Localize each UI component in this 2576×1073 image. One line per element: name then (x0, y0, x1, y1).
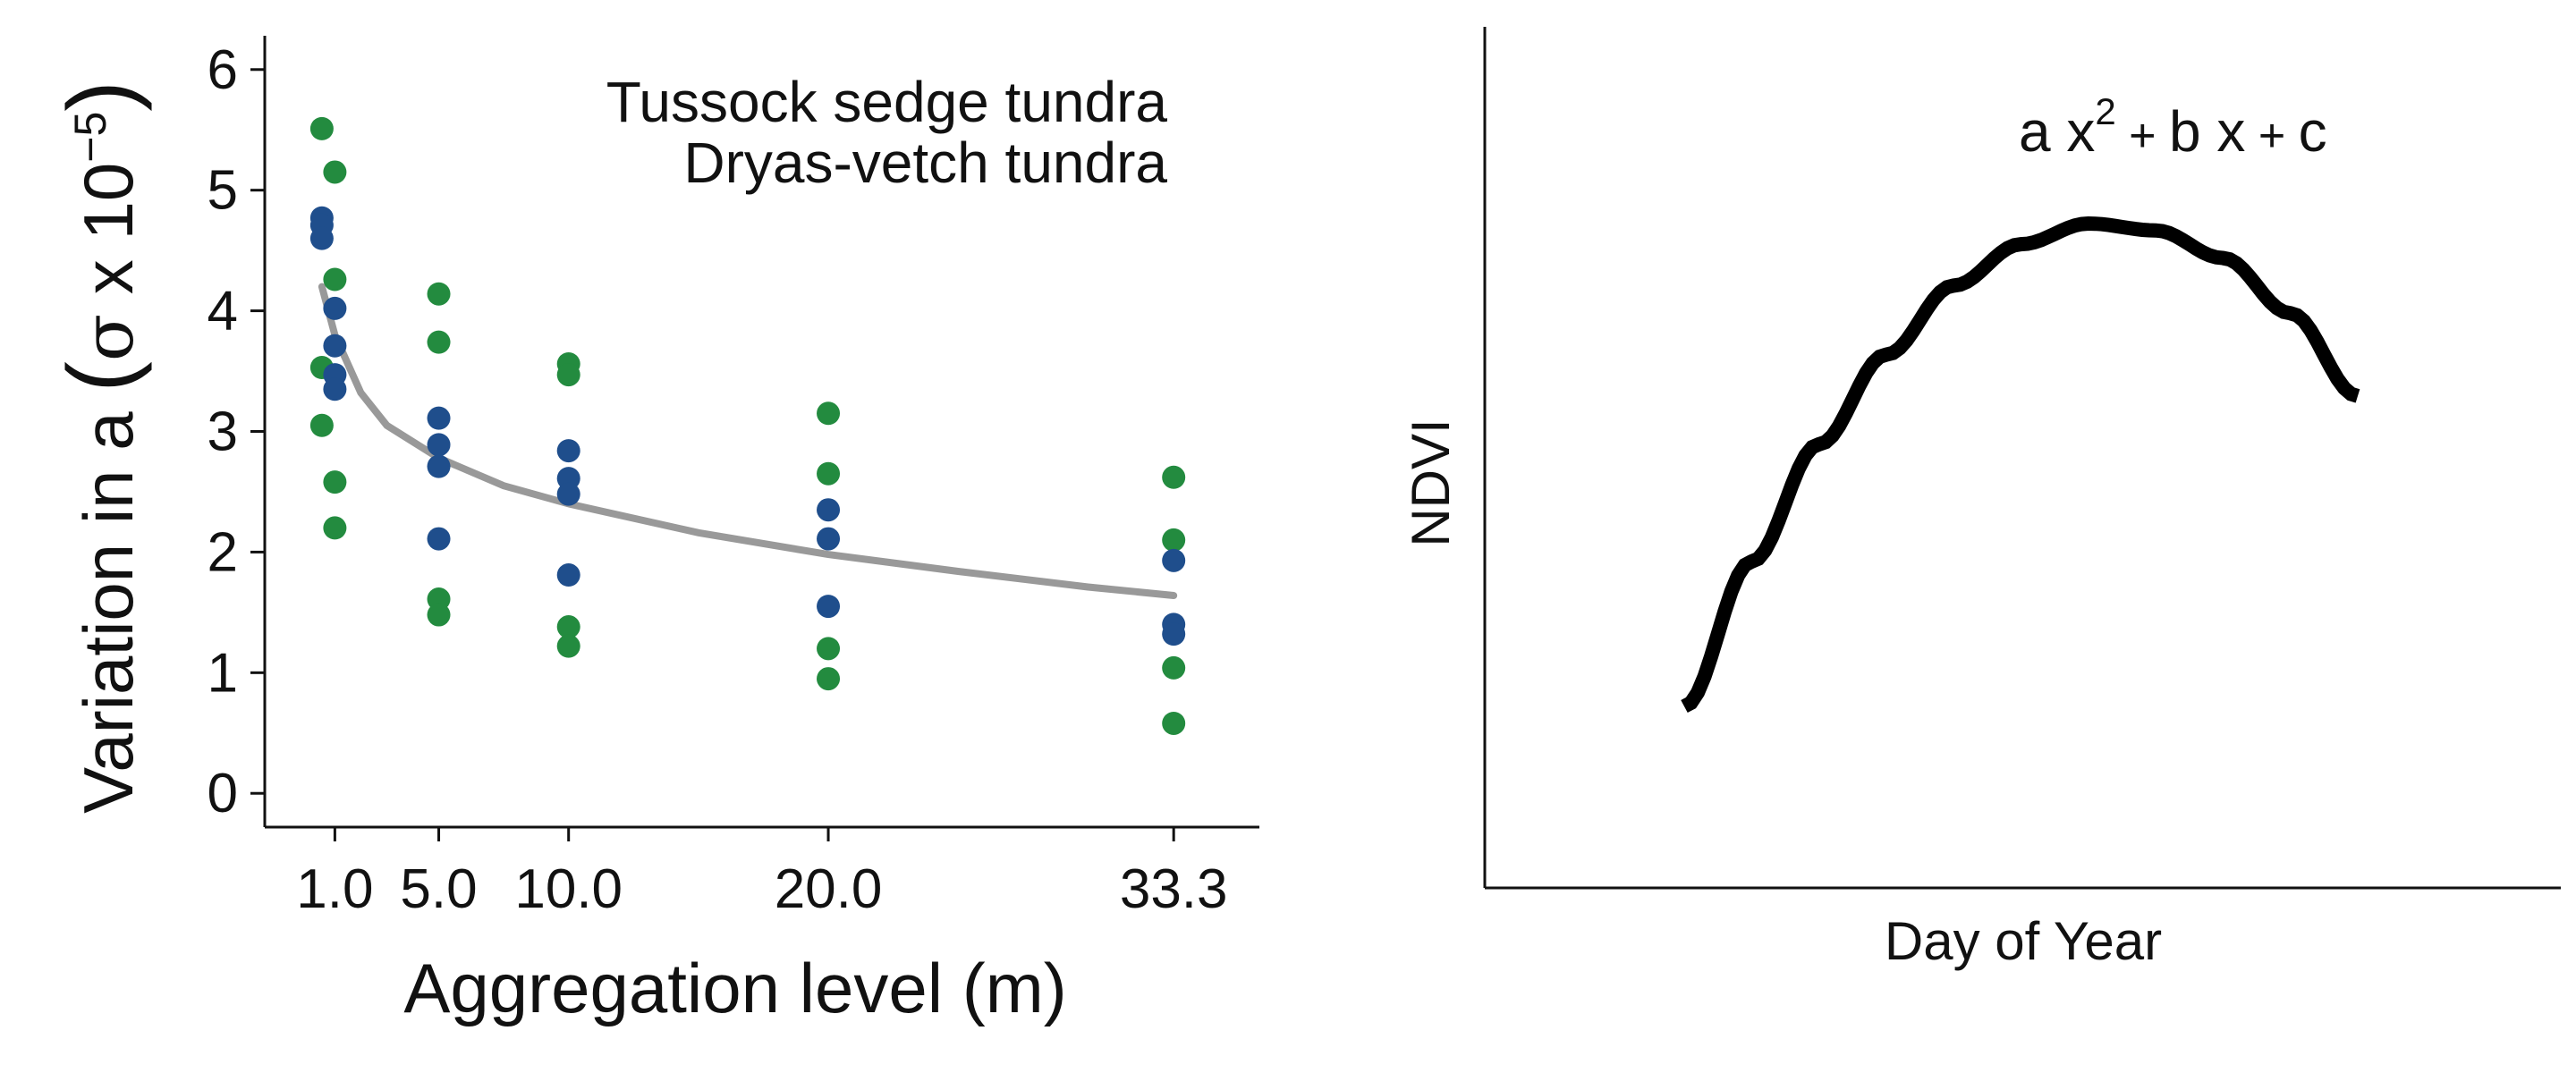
scatter-point (817, 595, 841, 619)
scatter-point (556, 363, 580, 387)
scatter-y-ticks: 0 1 2 3 4 5 6 (208, 39, 265, 824)
ndvi-panel: Day of Year NDVI a x2 + b x + c (1401, 27, 2561, 971)
x-tick-label: 10.0 (514, 858, 623, 920)
scatter-point (1162, 711, 1186, 735)
equation-annotation: a x2 + b x + c (2019, 90, 2327, 164)
y-tick-label: 2 (208, 521, 238, 583)
scatter-x-axis-label: Aggregation level (m) (403, 949, 1066, 1027)
scatter-point (309, 226, 334, 250)
scatter-point (556, 634, 580, 658)
scatter-point (323, 267, 347, 291)
scatter-point (556, 482, 580, 506)
scatter-point (309, 413, 334, 437)
scatter-point (323, 377, 347, 401)
scatter-point (323, 160, 347, 184)
scatter-point (556, 615, 580, 639)
scatter-point (427, 282, 451, 306)
scatter-point (427, 527, 451, 551)
scatter-panel: 0 1 2 3 4 5 6 1.0 5.0 10.0 20.0 33.3 Tussock sedge… (49, 36, 1259, 1027)
scatter-points (309, 116, 1186, 735)
scatter-point (323, 516, 347, 540)
scatter-point (1162, 465, 1186, 489)
fit-curve (318, 283, 1178, 599)
scatter-point (309, 116, 334, 140)
scatter-point (427, 406, 451, 430)
scatter-point (817, 498, 841, 522)
y-tick-label: 0 (208, 763, 238, 824)
scatter-point (427, 603, 451, 627)
y-tick-label: 3 (208, 401, 238, 463)
legend-tussock: Tussock sedge tundra (606, 70, 1168, 134)
scatter-point (556, 563, 580, 587)
scatter-point (1162, 528, 1186, 552)
ndvi-curve (1681, 215, 2360, 714)
scatter-point (817, 637, 841, 661)
scatter-point (817, 401, 841, 426)
scatter-y-axis-label: Variation in a (σ x 10−5) (49, 80, 153, 814)
x-tick-label: 33.3 (1120, 858, 1228, 920)
x-tick-label: 1.0 (296, 858, 373, 920)
scatter-point (323, 334, 347, 358)
scatter-point (427, 433, 451, 457)
scatter-point (817, 667, 841, 691)
scatter-point (427, 454, 451, 478)
scatter-point (556, 439, 580, 463)
y-tick-label: 6 (208, 39, 238, 101)
scatter-point (1162, 655, 1186, 680)
scatter-point (427, 330, 451, 354)
y-tick-label: 1 (208, 642, 238, 704)
y-tick-label: 5 (208, 160, 238, 222)
legend-dryas: Dryas-vetch tundra (683, 131, 1167, 195)
y-tick-label: 4 (208, 281, 238, 342)
scatter-point (323, 470, 347, 494)
scatter-point (1162, 548, 1186, 572)
x-tick-label: 20.0 (775, 858, 883, 920)
scatter-point (817, 461, 841, 486)
ndvi-y-axis-label: NDVI (1401, 418, 1461, 546)
scatter-point (1162, 622, 1186, 646)
ndvi-x-axis-label: Day of Year (1885, 911, 2162, 971)
scatter-point (817, 527, 841, 551)
scatter-point (323, 296, 347, 320)
x-tick-label: 5.0 (400, 858, 477, 920)
scatter-x-ticks: 1.0 5.0 10.0 20.0 33.3 (296, 827, 1228, 920)
